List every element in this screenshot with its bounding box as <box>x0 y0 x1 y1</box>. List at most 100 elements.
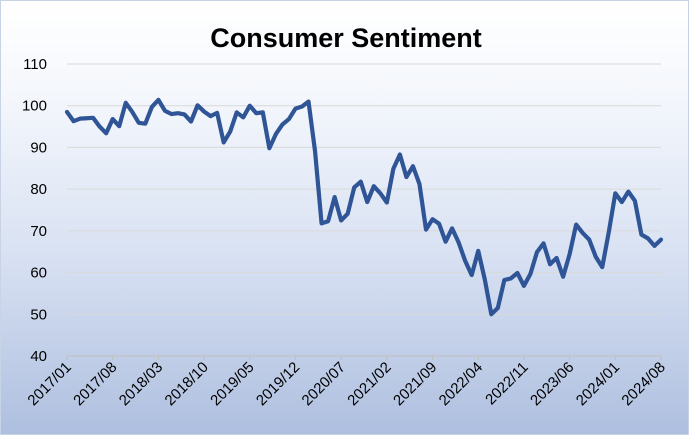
data-point <box>189 120 193 124</box>
y-tick-label: 70 <box>30 223 47 240</box>
x-tick-label: 2019/12 <box>253 359 303 409</box>
data-point <box>509 276 513 280</box>
data-point <box>398 153 402 157</box>
data-point <box>280 122 284 126</box>
data-point <box>431 217 435 221</box>
data-point <box>542 241 546 245</box>
data-point <box>287 117 291 121</box>
data-point <box>528 272 532 276</box>
data-point <box>639 233 643 237</box>
x-tick-label: 2021/09 <box>390 359 440 409</box>
data-point <box>346 212 350 216</box>
data-point <box>555 256 559 260</box>
y-tick-label: 40 <box>30 348 47 365</box>
data-point <box>313 149 317 153</box>
data-point <box>385 200 389 204</box>
data-point <box>359 180 363 184</box>
data-point <box>176 111 180 115</box>
data-point <box>104 131 108 135</box>
data-point <box>156 98 160 102</box>
x-tick-label: 2024/08 <box>618 359 668 409</box>
x-tick-label: 2022/04 <box>436 359 486 409</box>
data-point <box>391 167 395 171</box>
y-tick-label: 50 <box>30 306 47 323</box>
data-point <box>261 110 265 114</box>
data-point <box>574 223 578 227</box>
data-point <box>300 105 304 109</box>
data-point <box>274 132 278 136</box>
data-point <box>548 262 552 266</box>
series-layer <box>64 97 664 317</box>
data-point <box>352 185 356 189</box>
x-tick-label: 2023/06 <box>527 359 577 409</box>
gridlines <box>67 63 661 357</box>
data-point <box>444 240 448 244</box>
x-tick-label: 2018/03 <box>116 359 166 409</box>
data-point <box>476 249 480 253</box>
x-tick-label: 2017/01 <box>24 359 74 409</box>
data-point <box>515 271 519 275</box>
data-point <box>137 121 141 125</box>
data-point <box>98 125 102 129</box>
data-point <box>130 110 134 114</box>
y-axis-ticks: 40 50 60 70 80 90 100 110 <box>22 56 47 365</box>
data-point <box>293 107 297 111</box>
data-point <box>65 110 69 114</box>
x-tick-label: 2021/02 <box>344 359 394 409</box>
data-point <box>85 116 89 120</box>
data-point <box>568 252 572 256</box>
data-point <box>450 226 454 230</box>
data-point <box>365 200 369 204</box>
data-point <box>620 200 624 204</box>
data-point <box>248 104 252 108</box>
data-point <box>143 122 147 126</box>
data-point <box>470 273 474 277</box>
data-point <box>222 140 226 144</box>
data-point <box>600 265 604 269</box>
x-axis-ticks: 2017/012017/082018/032018/102019/052019/… <box>24 356 669 409</box>
data-point <box>182 112 186 116</box>
data-point <box>646 236 650 240</box>
data-point <box>241 115 245 119</box>
y-tick-label: 100 <box>22 98 47 115</box>
data-point <box>117 124 121 128</box>
data-point <box>235 110 239 114</box>
data-point <box>215 111 219 115</box>
data-point <box>72 119 76 123</box>
data-point <box>659 238 663 242</box>
data-point <box>333 195 337 199</box>
data-point <box>78 117 82 121</box>
data-point <box>594 255 598 259</box>
x-tick-label: 2018/10 <box>162 359 212 409</box>
data-point <box>626 190 630 194</box>
y-tick-label: 110 <box>23 56 47 73</box>
data-point <box>437 222 441 226</box>
data-point <box>209 114 213 118</box>
x-tick-label: 2020/07 <box>299 359 349 409</box>
data-point <box>404 175 408 179</box>
data-point <box>496 306 500 310</box>
data-point <box>607 230 611 234</box>
data-point <box>489 312 493 316</box>
x-tick-label: 2017/08 <box>70 359 120 409</box>
data-point <box>613 191 617 195</box>
data-point <box>202 110 206 114</box>
data-point <box>372 184 376 188</box>
data-point <box>633 199 637 203</box>
data-point <box>254 111 258 115</box>
data-point <box>307 100 311 104</box>
series-line <box>64 97 664 317</box>
y-tick-label: 80 <box>30 181 47 198</box>
data-point <box>91 116 95 120</box>
y-tick-label: 60 <box>30 265 47 282</box>
data-point <box>196 103 200 107</box>
data-point <box>267 146 271 150</box>
data-point <box>581 231 585 235</box>
data-point <box>124 101 128 105</box>
data-point <box>417 182 421 186</box>
x-tick-label: 2019/05 <box>207 359 257 409</box>
data-point <box>326 219 330 223</box>
data-point <box>561 275 565 279</box>
